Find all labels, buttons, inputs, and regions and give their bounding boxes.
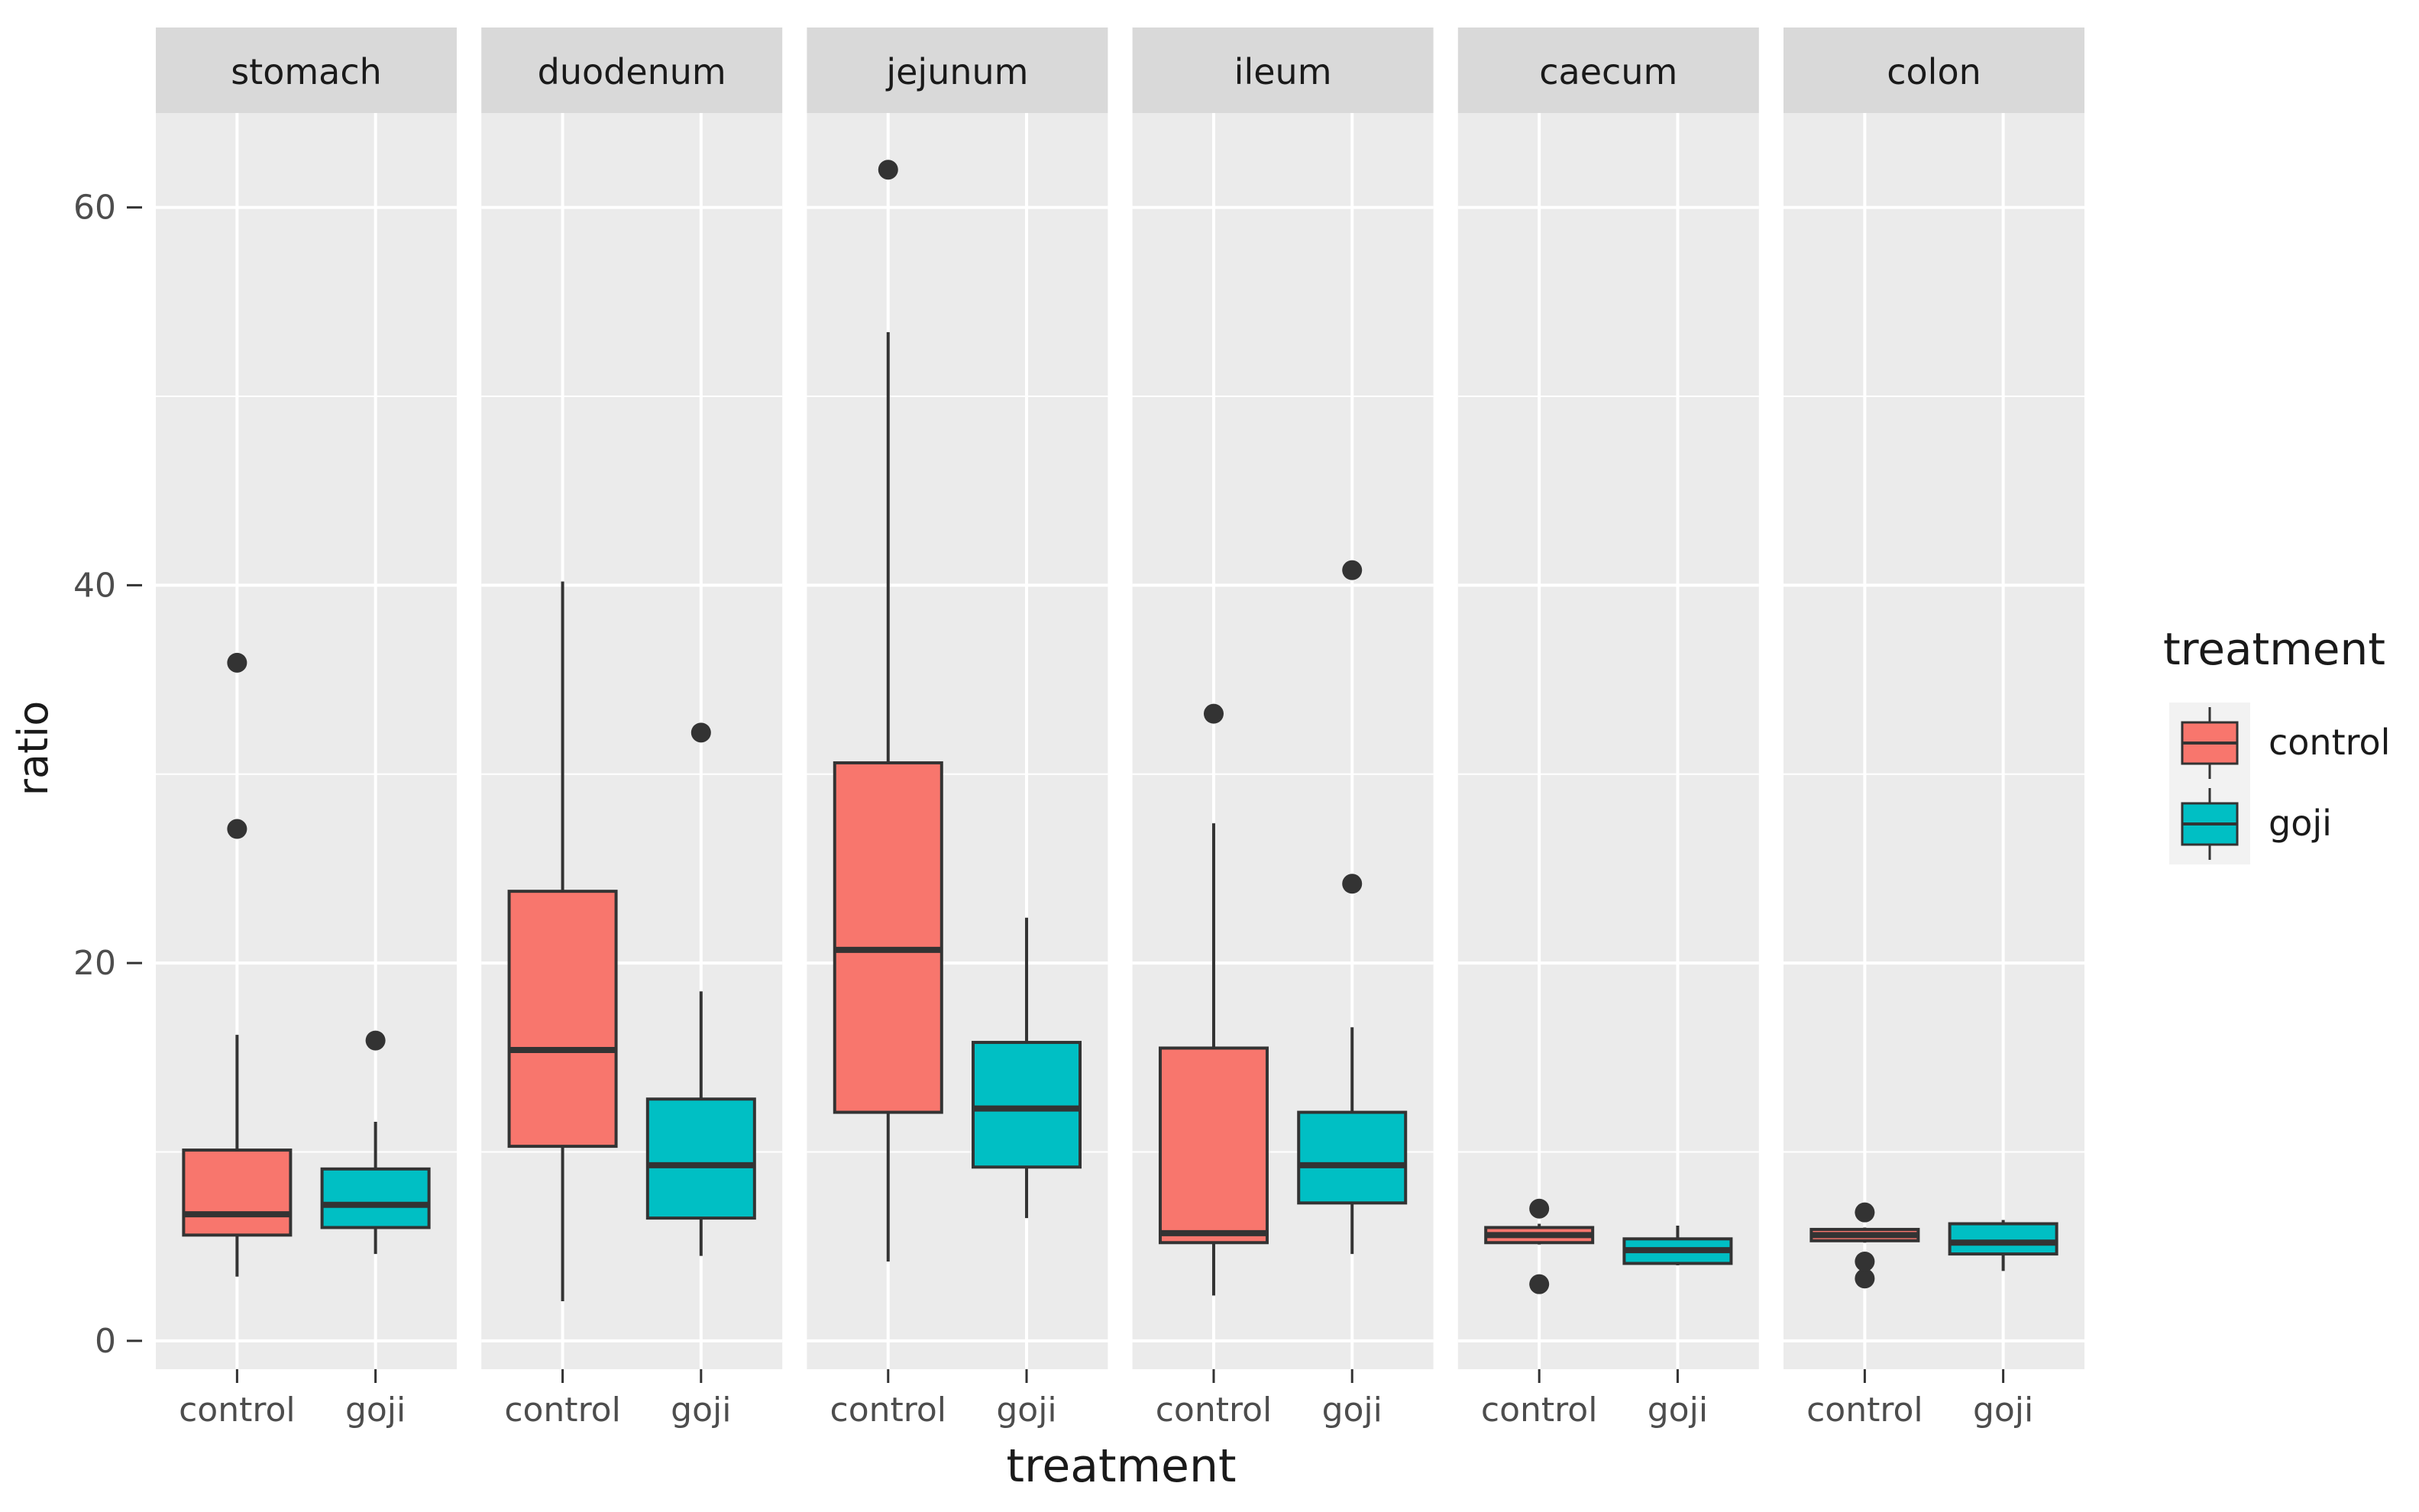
outlier-point [1855,1252,1875,1271]
outlier-point [1203,703,1224,724]
boxplot-colon-goji [1948,1220,2058,1271]
facet-panel-duodenum: duodenum control goji [481,27,783,1430]
y-axis-title: ratio [9,701,57,796]
x-axis-title: treatment [1007,1439,1237,1493]
outlier-point [1342,560,1363,580]
boxplot-stomach-control [182,652,293,1277]
facet-strip [481,27,783,113]
outlier-point [1855,1268,1875,1289]
facet-panel-colon: colon control goji [1784,27,2084,1430]
outlier-point [365,1030,386,1051]
y-tick-label: 40 [73,566,116,605]
facet-strip [156,27,457,113]
x-tick-label: control [179,1391,296,1430]
boxplot-duodenum-goji [645,722,756,1256]
y-tick-label: 0 [95,1322,116,1361]
panel-background [807,113,1108,1369]
panel-background [1457,113,1759,1369]
facet-strip-label: duodenum [538,51,726,92]
box [1297,1110,1408,1205]
outlier-point [1855,1202,1875,1223]
x-tick-label: goji [996,1391,1056,1430]
boxplot-stomach-goji [320,1030,431,1255]
boxplot-jejunum-control [833,160,943,1262]
legend: treatment control goji [2163,623,2390,864]
y-axis: 0 20 40 60 [73,189,142,1361]
box [320,1167,431,1229]
outlier-point [878,160,898,180]
x-tick-label: goji [1973,1391,2033,1430]
facet-strip-label: jejunum [885,51,1028,92]
legend-key-goji: goji [2169,783,2332,864]
x-tick-label: goji [345,1391,406,1430]
outlier-point [1342,874,1363,894]
box [1948,1222,2058,1256]
y-tick-label: 20 [73,944,116,983]
outlier-point [1529,1274,1550,1294]
outlier-point [1529,1198,1550,1219]
outlier-point [227,819,247,839]
boxplot-caecum-control [1484,1198,1595,1294]
boxplot-duodenum-control [507,581,618,1301]
legend-title: treatment [2163,623,2385,675]
facet-strip-label: stomach [231,51,382,92]
legend-keys: control goji [2169,703,2390,864]
box [182,1149,293,1237]
outlier-point [690,722,711,743]
x-tick-label: control [1156,1391,1273,1430]
facet-strip [1457,27,1759,113]
box [507,890,618,1149]
facet-strip-label: caecum [1539,51,1677,92]
boxplot-ileum-goji [1297,560,1408,1255]
facet-strip [1784,27,2084,113]
boxplot-colon-control [1809,1202,1920,1289]
x-tick-label: control [1806,1391,1923,1430]
x-tick-label: goji [671,1391,731,1430]
outlier-point [227,652,247,673]
x-tick-label: control [830,1391,947,1430]
box [972,1041,1082,1169]
box [1158,1046,1269,1245]
legend-key-control: control [2169,703,2390,783]
boxplot-jejunum-goji [972,917,1082,1219]
x-tick-label: goji [1648,1391,1708,1430]
x-tick-label: control [504,1391,621,1430]
legend-label: control [2269,722,2390,763]
facet-panel-jejunum: jejunum control goji [807,27,1108,1430]
legend-label: goji [2269,803,2332,844]
boxplot-ileum-control [1158,703,1269,1296]
facet-panel-stomach: stomach control goji [156,27,457,1430]
panel-background [1784,113,2084,1369]
facet-strip [807,27,1108,113]
facet-strip-label: colon [1887,51,1981,92]
facet-panel-ileum: ileum control goji [1132,27,1434,1430]
facet-panel-caecum: caecum control goji [1457,27,1759,1430]
y-tick-label: 60 [73,189,116,228]
boxplot-caecum-goji [1622,1226,1733,1265]
box [645,1097,756,1220]
facet-strip [1132,27,1434,113]
x-tick-label: control [1481,1391,1598,1430]
facet-strip-label: ileum [1234,51,1332,92]
x-tick-label: goji [1322,1391,1383,1430]
box [833,761,943,1114]
